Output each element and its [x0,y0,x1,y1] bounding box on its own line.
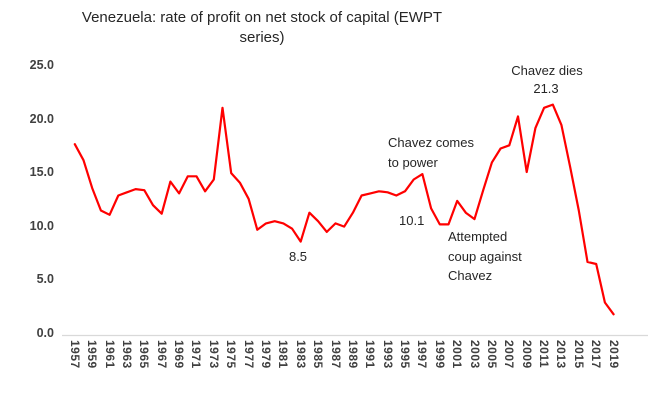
x-tick-label: 2001 [450,340,465,369]
x-tick-label: 2015 [571,340,586,369]
x-tick-label: 1963 [119,340,134,369]
x-tick-label: 2007 [502,340,517,369]
x-tick-label: 2013 [554,340,569,369]
x-tick-label: 1973 [206,340,221,369]
x-tick-label: 1967 [154,340,169,369]
x-tick-label: 1999 [432,340,447,369]
x-tick-label: 2009 [519,340,534,369]
x-tick-label: 1957 [67,340,82,369]
x-tick-label: 2017 [589,340,604,369]
x-tick-label: 1985 [311,340,326,369]
x-tick-label: 1971 [189,340,204,369]
x-tick-label: 2019 [606,340,621,369]
x-tick-label: 1961 [102,340,117,369]
annotation: 8.5 [288,249,308,264]
x-tick-label: 1995 [398,340,413,369]
x-tick-label: 1991 [363,340,378,369]
x-tick-label: 1959 [85,340,100,369]
chart-title: Venezuela: rate of profit on net stock o… [81,9,443,46]
x-tick-label: 2003 [467,340,482,369]
x-tick-label: 2011 [537,340,552,369]
y-tick-label: 25.0 [29,58,54,72]
annotation: Chavez comes to power [388,135,474,170]
y-tick-label: 10.0 [29,218,54,233]
x-tick-label: 1989 [345,340,360,369]
x-tick-label: 1975 [224,340,239,369]
y-tick-label: 0.0 [36,325,54,340]
x-tick-label: 1969 [172,340,187,369]
x-tick-label: 2005 [484,340,499,369]
y-tick-label: 5.0 [36,272,54,286]
y-tick-label: 15.0 [29,165,54,179]
profit-rate-line [73,103,615,316]
annotation: 10.1 [399,213,425,228]
x-tick-label: 1977 [241,340,256,369]
x-tick-label: 1981 [276,340,291,369]
annotation: Attempted coup against Chavez [448,229,522,283]
x-tick-label: 1965 [137,340,152,369]
x-tick-label: 1983 [293,340,308,369]
annotation: 21.3 [533,81,559,96]
x-tick-label: 1997 [415,340,430,369]
x-tick-label: 1987 [328,340,343,369]
y-tick-label: 20.0 [29,111,54,126]
x-tick-label: 1979 [258,340,273,369]
annotation: Chavez dies [511,63,583,78]
x-tick-label: 1993 [380,340,395,369]
